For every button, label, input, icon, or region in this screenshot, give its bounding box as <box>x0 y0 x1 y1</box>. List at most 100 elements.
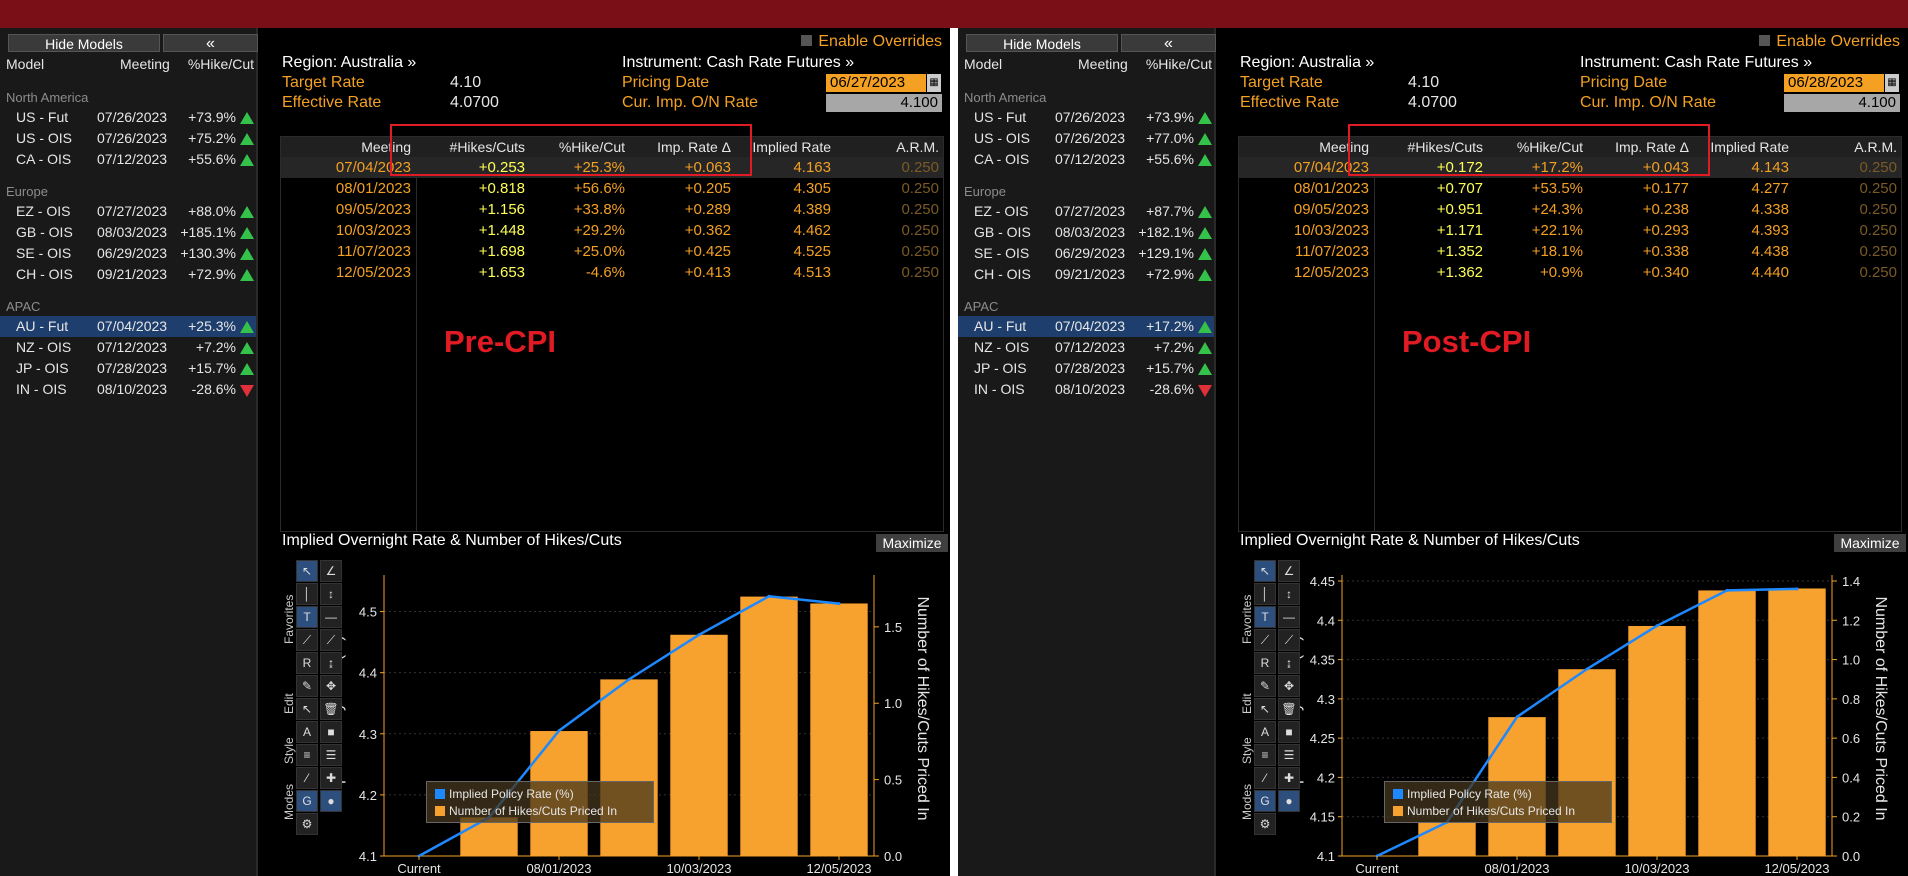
horizontal-line-icon[interactable]: — <box>1278 606 1300 628</box>
pencil-icon[interactable]: ✎ <box>1254 675 1276 697</box>
table-row[interactable]: 10/03/2023 +1.448 +29.2% +0.362 4.462 0.250 <box>281 220 943 241</box>
table-row[interactable]: 12/05/2023 +1.362 +0.9% +0.340 4.440 0.250 <box>1239 262 1901 283</box>
sidebar-model-row[interactable]: AU - Fut 07/04/2023 +17.2% <box>958 316 1214 337</box>
line-width-icon[interactable]: ☰ <box>1278 744 1300 766</box>
ray-icon[interactable]: ⟋ <box>320 629 342 651</box>
toolbar-tab-modes[interactable]: Modes <box>1240 783 1254 820</box>
toolbar-tab-edit[interactable]: Edit <box>282 693 296 714</box>
table-row[interactable]: 07/04/2023 +0.253 +25.3% +0.063 4.163 0.250 <box>281 157 943 178</box>
sidebar-model-row[interactable]: AU - Fut 07/04/2023 +25.3% <box>0 316 256 337</box>
color-icon[interactable]: ● <box>1278 790 1300 812</box>
crosshair-icon[interactable]: ✚ <box>1278 767 1300 789</box>
select-icon[interactable]: ↖ <box>296 698 318 720</box>
sidebar-model-row[interactable]: US - Fut 07/26/2023 +73.9% <box>0 107 256 128</box>
bar-hikes-priced[interactable] <box>1768 588 1826 856</box>
table-row[interactable]: 10/03/2023 +1.171 +22.1% +0.293 4.393 0.250 <box>1239 220 1901 241</box>
select-icon[interactable]: ↖ <box>1254 698 1276 720</box>
sidebar-model-row[interactable]: CA - OIS 07/12/2023 +55.6% <box>958 149 1214 170</box>
sidebar-model-row[interactable]: EZ - OIS 07/27/2023 +88.0% <box>0 201 256 222</box>
table-row[interactable]: 11/07/2023 +1.352 +18.1% +0.338 4.438 0.250 <box>1239 241 1901 262</box>
collapse-sidebar-button[interactable]: « <box>163 34 258 52</box>
vertical-line-icon[interactable]: │ <box>296 583 318 605</box>
bar-hikes-priced[interactable] <box>460 817 518 856</box>
trash-icon[interactable]: 🗑 <box>320 698 342 720</box>
bar-hikes-priced[interactable] <box>1418 822 1476 856</box>
sidebar-model-row[interactable]: IN - OIS 08/10/2023 -28.6% <box>958 379 1214 400</box>
link-icon[interactable]: G <box>296 790 318 812</box>
sidebar-model-row[interactable]: EZ - OIS 07/27/2023 +87.7% <box>958 201 1214 222</box>
calendar-icon[interactable]: ▦ <box>1885 74 1899 92</box>
sidebar-model-row[interactable]: CA - OIS 07/12/2023 +55.6% <box>0 149 256 170</box>
hikes-header[interactable]: #Hikes/Cuts <box>1407 139 1483 155</box>
hide-models-button[interactable]: Hide Models <box>8 34 160 52</box>
maximize-button[interactable]: Maximize <box>1834 534 1906 552</box>
pct-header[interactable]: %Hike/Cut <box>558 139 625 155</box>
pct-column-header[interactable]: %Hike/Cut <box>1145 56 1212 72</box>
table-row[interactable]: 09/05/2023 +1.156 +33.8% +0.289 4.389 0.250 <box>281 199 943 220</box>
gear-icon[interactable]: ⚙ <box>1254 813 1276 835</box>
model-column-header[interactable]: Model <box>6 56 45 72</box>
sidebar-model-row[interactable]: JP - OIS 07/28/2023 +15.7% <box>0 358 256 379</box>
font-icon[interactable]: A <box>296 721 318 743</box>
fill-icon[interactable]: ■ <box>320 721 342 743</box>
text-icon[interactable]: T <box>296 606 318 628</box>
font-icon[interactable]: A <box>1254 721 1276 743</box>
pct-column-header[interactable]: %Hike/Cut <box>187 56 254 72</box>
bar-hikes-priced[interactable] <box>740 596 798 856</box>
maximize-button[interactable]: Maximize <box>876 534 948 552</box>
arm-header[interactable]: A.R.M. <box>896 139 939 155</box>
sidebar-model-row[interactable]: JP - OIS 07/28/2023 +15.7% <box>958 358 1214 379</box>
measure-icon[interactable]: ↕ <box>1278 583 1300 605</box>
instrument-selector[interactable]: Instrument: Cash Rate Futures » <box>1580 54 1813 71</box>
text-icon[interactable]: T <box>1254 606 1276 628</box>
toolbar-tab-favorites[interactable]: Favorites <box>282 594 296 644</box>
range-icon[interactable]: ↨ <box>1278 652 1300 674</box>
bar-hikes-priced[interactable] <box>670 634 728 856</box>
checkbox-icon[interactable] <box>801 35 813 46</box>
sidebar-model-row[interactable]: GB - OIS 08/03/2023 +182.1% <box>958 222 1214 243</box>
toolbar-tab-favorites[interactable]: Favorites <box>1240 594 1254 644</box>
angle-icon[interactable]: ∠ <box>320 560 342 582</box>
line-style-icon[interactable]: ≡ <box>1254 744 1276 766</box>
bar-hikes-priced[interactable] <box>1558 669 1616 856</box>
pencil-icon[interactable]: ✎ <box>296 675 318 697</box>
color-icon[interactable]: ● <box>320 790 342 812</box>
line-style-icon[interactable]: ≡ <box>296 744 318 766</box>
pointer-icon[interactable]: ↖ <box>1254 560 1276 582</box>
sidebar-model-row[interactable]: SE - OIS 06/29/2023 +130.3% <box>0 243 256 264</box>
gear-icon[interactable]: ⚙ <box>296 813 318 835</box>
model-column-header[interactable]: Model <box>964 56 1003 72</box>
sidebar-model-row[interactable]: NZ - OIS 07/12/2023 +7.2% <box>0 337 256 358</box>
sidebar-model-row[interactable]: SE - OIS 06/29/2023 +129.1% <box>958 243 1214 264</box>
pricing-date-input[interactable]: 06/27/2023 <box>826 74 926 92</box>
checkbox-icon[interactable] <box>1759 35 1771 46</box>
angle-icon[interactable]: ∠ <box>1278 560 1300 582</box>
sidebar-model-row[interactable]: US - OIS 07/26/2023 +75.2% <box>0 128 256 149</box>
toolbar-tab-modes[interactable]: Modes <box>282 783 296 820</box>
r-tool-icon[interactable]: R <box>1254 652 1276 674</box>
enable-overrides-checkbox[interactable]: Enable Overrides <box>801 33 942 51</box>
table-row[interactable]: 09/05/2023 +0.951 +24.3% +0.238 4.338 0.250 <box>1239 199 1901 220</box>
collapse-sidebar-button[interactable]: « <box>1121 34 1216 52</box>
r-tool-icon[interactable]: R <box>296 652 318 674</box>
trash-icon[interactable]: 🗑 <box>1278 698 1300 720</box>
trend-line-icon[interactable]: ⟋ <box>1254 629 1276 651</box>
toolbar-tab-edit[interactable]: Edit <box>1240 693 1254 714</box>
bar-hikes-priced[interactable] <box>1628 625 1686 856</box>
arm-header[interactable]: A.R.M. <box>1854 139 1897 155</box>
sidebar-model-row[interactable]: GB - OIS 08/03/2023 +185.1% <box>0 222 256 243</box>
meeting-header[interactable]: Meeting <box>361 139 411 155</box>
pricing-date-input[interactable]: 06/28/2023 <box>1784 74 1884 92</box>
sidebar-model-row[interactable]: NZ - OIS 07/12/2023 +7.2% <box>958 337 1214 358</box>
table-row[interactable]: 07/04/2023 +0.172 +17.2% +0.043 4.143 0.250 <box>1239 157 1901 178</box>
toolbar-tab-style[interactable]: Style <box>1240 737 1254 764</box>
trend-line-icon[interactable]: ⟋ <box>296 629 318 651</box>
meeting-header[interactable]: Meeting <box>1319 139 1369 155</box>
cur-imp-rate-input[interactable]: 4.100 <box>826 94 942 112</box>
sidebar-model-row[interactable]: CH - OIS 09/21/2023 +72.9% <box>958 264 1214 285</box>
meeting-column-header[interactable]: Meeting <box>120 56 170 72</box>
cur-imp-rate-input[interactable]: 4.100 <box>1784 94 1900 112</box>
bar-hikes-priced[interactable] <box>810 603 868 856</box>
move-icon[interactable]: ✥ <box>1278 675 1300 697</box>
region-selector[interactable]: Region: Australia » <box>1240 54 1375 71</box>
